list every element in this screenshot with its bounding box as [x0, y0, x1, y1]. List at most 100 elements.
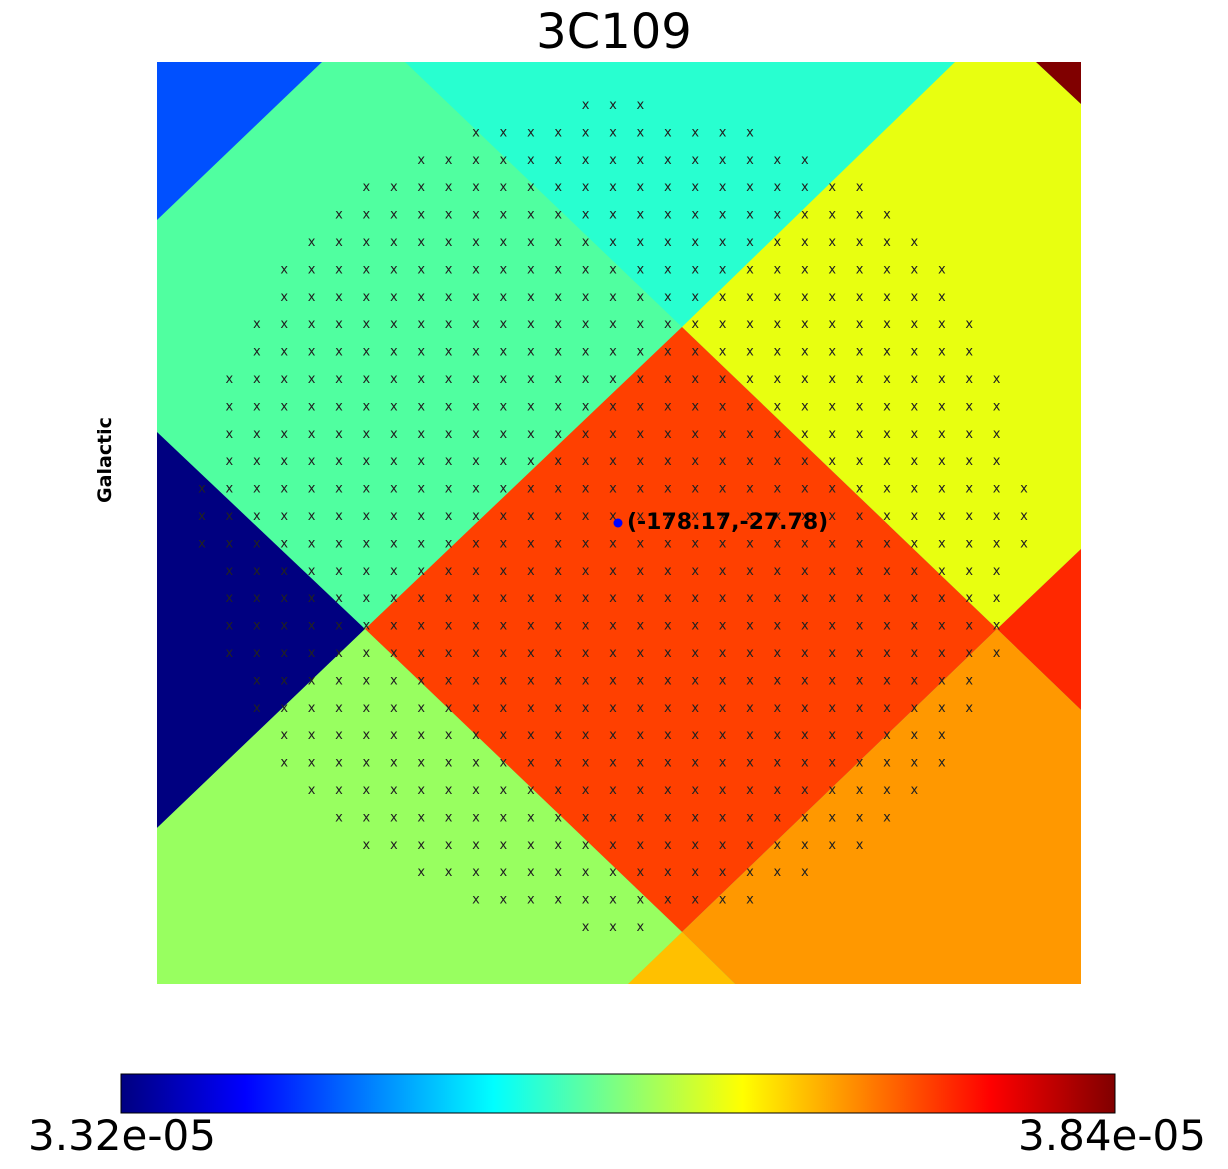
grid-marker: x: [417, 290, 425, 305]
grid-marker: x: [883, 235, 891, 250]
grid-marker: x: [253, 591, 261, 606]
grid-marker: x: [746, 536, 754, 551]
grid-marker: x: [938, 372, 946, 387]
grid-marker: x: [445, 208, 453, 223]
grid-marker: x: [856, 372, 864, 387]
grid-marker: x: [308, 564, 316, 579]
grid-marker: x: [253, 673, 261, 688]
grid-marker: x: [472, 262, 480, 277]
grid-marker: x: [253, 317, 261, 332]
grid-marker: x: [527, 591, 535, 606]
grid-marker: x: [363, 345, 371, 360]
grid-marker: x: [390, 399, 398, 414]
grid-marker: x: [554, 235, 562, 250]
region-top-right-corner: [1036, 62, 1081, 104]
grid-marker: x: [856, 427, 864, 442]
region-lower-right: [682, 629, 1081, 984]
grid-marker: x: [554, 536, 562, 551]
grid-marker: x: [554, 372, 562, 387]
grid-marker: x: [828, 673, 836, 688]
grid-marker: x: [527, 235, 535, 250]
grid-marker: x: [801, 536, 809, 551]
grid-marker: x: [664, 372, 672, 387]
grid-marker: x: [993, 482, 1001, 497]
grid-marker: x: [856, 756, 864, 771]
grid-marker: x: [582, 290, 590, 305]
grid-marker: x: [664, 673, 672, 688]
grid-marker: x: [582, 153, 590, 168]
grid-marker: x: [637, 372, 645, 387]
grid-marker: x: [582, 372, 590, 387]
grid-marker: x: [609, 208, 617, 223]
grid-marker: x: [390, 619, 398, 634]
grid-marker: x: [719, 591, 727, 606]
grid-marker: x: [911, 509, 919, 524]
grid-marker: x: [390, 673, 398, 688]
grid-marker: x: [308, 591, 316, 606]
marker-layer: x x x x x x x x x x x x x x x x x x x x x x x x x x x x x x x x x x x x x x x x…: [198, 98, 1028, 935]
grid-marker: x: [500, 564, 508, 579]
grid-marker: x: [691, 701, 699, 716]
region-left: [157, 432, 365, 828]
grid-marker: x: [856, 345, 864, 360]
grid-marker: x: [417, 454, 425, 469]
grid-marker: x: [664, 345, 672, 360]
grid-marker: x: [472, 838, 480, 853]
grid-marker: x: [500, 180, 508, 195]
grid-marker: x: [911, 646, 919, 661]
grid-marker: x: [582, 920, 590, 935]
grid-marker: x: [637, 399, 645, 414]
grid-marker: x: [691, 783, 699, 798]
grid-marker: x: [691, 399, 699, 414]
grid-marker: x: [801, 838, 809, 853]
grid-marker: x: [1020, 509, 1028, 524]
grid-marker: x: [363, 810, 371, 825]
grid-marker: x: [417, 810, 425, 825]
grid-marker: x: [801, 564, 809, 579]
grid-marker: x: [746, 372, 754, 387]
grid-marker: x: [554, 701, 562, 716]
grid-marker: x: [637, 646, 645, 661]
grid-marker: x: [582, 673, 590, 688]
grid-marker: x: [609, 591, 617, 606]
grid-marker: x: [390, 235, 398, 250]
grid-marker: x: [527, 893, 535, 908]
grid-marker: x: [637, 290, 645, 305]
grid-marker: x: [993, 591, 1001, 606]
grid-marker: x: [472, 482, 480, 497]
grid-marker: x: [500, 673, 508, 688]
grid-marker: x: [308, 509, 316, 524]
grid-marker: x: [828, 810, 836, 825]
grid-marker: x: [280, 564, 288, 579]
grid-marker: x: [774, 509, 782, 524]
grid-marker: x: [637, 783, 645, 798]
grid-marker: x: [308, 317, 316, 332]
region-lower-left: [157, 629, 682, 984]
grid-marker: x: [691, 838, 699, 853]
grid-marker: x: [609, 290, 617, 305]
grid-marker: x: [883, 290, 891, 305]
grid-marker: x: [911, 290, 919, 305]
grid-marker: x: [856, 509, 864, 524]
grid-marker: x: [911, 619, 919, 634]
grid-marker: x: [883, 372, 891, 387]
grid-marker: x: [609, 536, 617, 551]
grid-marker: x: [390, 372, 398, 387]
grid-marker: x: [774, 208, 782, 223]
grid-marker: x: [746, 317, 754, 332]
grid-marker: x: [883, 591, 891, 606]
grid-marker: x: [280, 317, 288, 332]
grid-marker: x: [527, 701, 535, 716]
grid-marker: x: [965, 673, 973, 688]
grid-marker: x: [746, 125, 754, 140]
grid-marker: x: [445, 345, 453, 360]
grid-marker: x: [856, 701, 864, 716]
grid-marker: x: [637, 317, 645, 332]
grid-marker: x: [719, 262, 727, 277]
grid-marker: x: [719, 153, 727, 168]
grid-marker: x: [856, 838, 864, 853]
grid-marker: x: [500, 838, 508, 853]
grid-marker: x: [856, 619, 864, 634]
grid-marker: x: [363, 290, 371, 305]
grid-marker: x: [500, 345, 508, 360]
